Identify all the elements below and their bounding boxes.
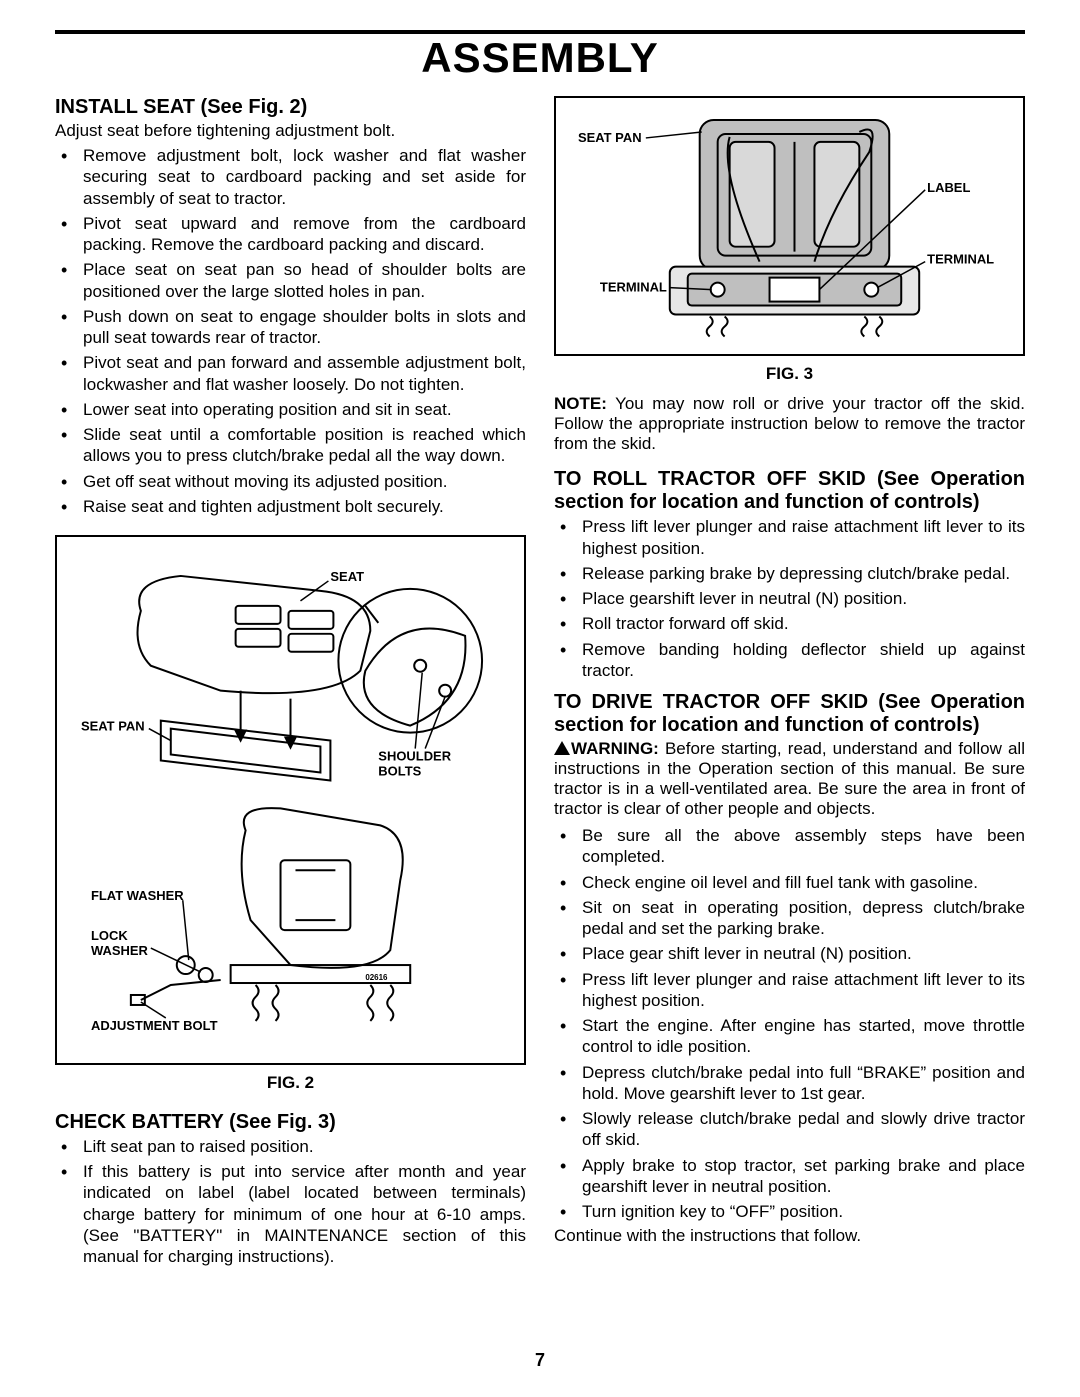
install-seat-heading: INSTALL SEAT (See Fig. 2) — [55, 96, 526, 119]
install-seat-intro: Adjust seat before tightening adjustment… — [55, 121, 526, 141]
figure-2-box: SEAT SEAT PAN SHOULDER BOLTS — [55, 535, 526, 1065]
list-item: Push down on seat to engage shoulder bol… — [83, 306, 526, 349]
list-item: Apply brake to stop tractor, set parking… — [582, 1155, 1025, 1198]
figure-2-svg: SEAT SEAT PAN SHOULDER BOLTS — [71, 551, 510, 1050]
figure-3-caption: FIG. 3 — [554, 364, 1025, 384]
install-seat-list: Remove adjustment bolt, lock washer and … — [55, 145, 526, 517]
list-item: Remove banding holding deflector shield … — [582, 639, 1025, 682]
fig2-label-adjbolt: ADJUSTMENT BOLT — [91, 1018, 218, 1033]
list-item: Remove adjustment bolt, lock washer and … — [83, 145, 526, 209]
list-item: Sit on seat in operating position, depre… — [582, 897, 1025, 940]
list-item: Be sure all the above assembly steps hav… — [582, 825, 1025, 868]
fig3-label-terminal-r: TERMINAL — [927, 252, 994, 267]
roll-list: Press lift lever plunger and raise attac… — [554, 516, 1025, 681]
list-item: Get off seat without moving its adjusted… — [83, 471, 526, 492]
title-row: ASSEMBLY — [55, 34, 1025, 82]
list-item: Roll tractor forward off skid. — [582, 613, 1025, 634]
left-column: INSTALL SEAT (See Fig. 2) Adjust seat be… — [55, 96, 526, 1271]
right-column: SEAT PAN LABEL TERMINAL TERMINAL FIG. 3 … — [554, 96, 1025, 1271]
continue-text: Continue with the instructions that foll… — [554, 1226, 1025, 1246]
fig2-label-lock: LOCK — [91, 928, 128, 943]
list-item: Pivot seat upward and remove from the ca… — [83, 213, 526, 256]
list-item: Press lift lever plunger and raise attac… — [582, 969, 1025, 1012]
figure-2-caption: FIG. 2 — [55, 1073, 526, 1093]
warning-prefix: WARNING: — [571, 739, 659, 758]
fig2-label-shoulder1: SHOULDER — [378, 749, 451, 764]
figure-3-box: SEAT PAN LABEL TERMINAL TERMINAL — [554, 96, 1025, 356]
list-item: Place gear shift lever in neutral (N) po… — [582, 943, 1025, 964]
list-item: Press lift lever plunger and raise attac… — [582, 516, 1025, 559]
fig3-label-seatpan: SEAT PAN — [578, 130, 642, 145]
fig2-partno: 02616 — [365, 973, 388, 982]
warning-icon — [554, 741, 570, 755]
drive-list: Be sure all the above assembly steps hav… — [554, 825, 1025, 1222]
list-item: Depress clutch/brake pedal into full “BR… — [582, 1062, 1025, 1105]
roll-heading: TO ROLL TRACTOR OFF SKID (See Operation … — [554, 468, 1025, 514]
list-item: Raise seat and tighten adjustment bolt s… — [83, 496, 526, 517]
fig2-label-seat: SEAT — [330, 569, 364, 584]
list-item: Place gearshift lever in neutral (N) pos… — [582, 588, 1025, 609]
list-item: Pivot seat and pan forward and assemble … — [83, 352, 526, 395]
list-item: If this battery is put into service afte… — [83, 1161, 526, 1267]
drive-heading: TO DRIVE TRACTOR OFF SKID (See Operation… — [554, 691, 1025, 737]
list-item: Start the engine. After engine has start… — [582, 1015, 1025, 1058]
fig2-label-washer: WASHER — [91, 943, 149, 958]
figure-3-svg: SEAT PAN LABEL TERMINAL TERMINAL — [570, 112, 1009, 341]
note-body: You may now roll or drive your tractor o… — [554, 394, 1025, 453]
fig3-label-terminal-l: TERMINAL — [600, 280, 667, 295]
check-battery-heading: CHECK BATTERY (See Fig. 3) — [55, 1111, 526, 1134]
page-number: 7 — [0, 1350, 1080, 1371]
list-item: Slowly release clutch/brake pedal and sl… — [582, 1108, 1025, 1151]
list-item: Release parking brake by depressing clut… — [582, 563, 1025, 584]
fig2-label-shoulder2: BOLTS — [378, 763, 421, 778]
list-item: Lift seat pan to raised position. — [83, 1136, 526, 1157]
warning-paragraph: WARNING: Before starting, read, understa… — [554, 739, 1025, 819]
check-battery-list: Lift seat pan to raised position. If thi… — [55, 1136, 526, 1268]
list-item: Slide seat until a comfortable position … — [83, 424, 526, 467]
page-title: ASSEMBLY — [409, 34, 671, 82]
list-item: Check engine oil level and fill fuel tan… — [582, 872, 1025, 893]
fig2-label-seatpan: SEAT PAN — [81, 719, 145, 734]
two-column-layout: INSTALL SEAT (See Fig. 2) Adjust seat be… — [55, 96, 1025, 1271]
note-text: NOTE: You may now roll or drive your tra… — [554, 394, 1025, 454]
list-item: Lower seat into operating position and s… — [83, 399, 526, 420]
list-item: Turn ignition key to “OFF” position. — [582, 1201, 1025, 1222]
note-prefix: NOTE: — [554, 394, 607, 413]
list-item: Place seat on seat pan so head of should… — [83, 259, 526, 302]
fig3-label-label: LABEL — [927, 180, 970, 195]
fig2-label-flatwasher: FLAT WASHER — [91, 888, 184, 903]
